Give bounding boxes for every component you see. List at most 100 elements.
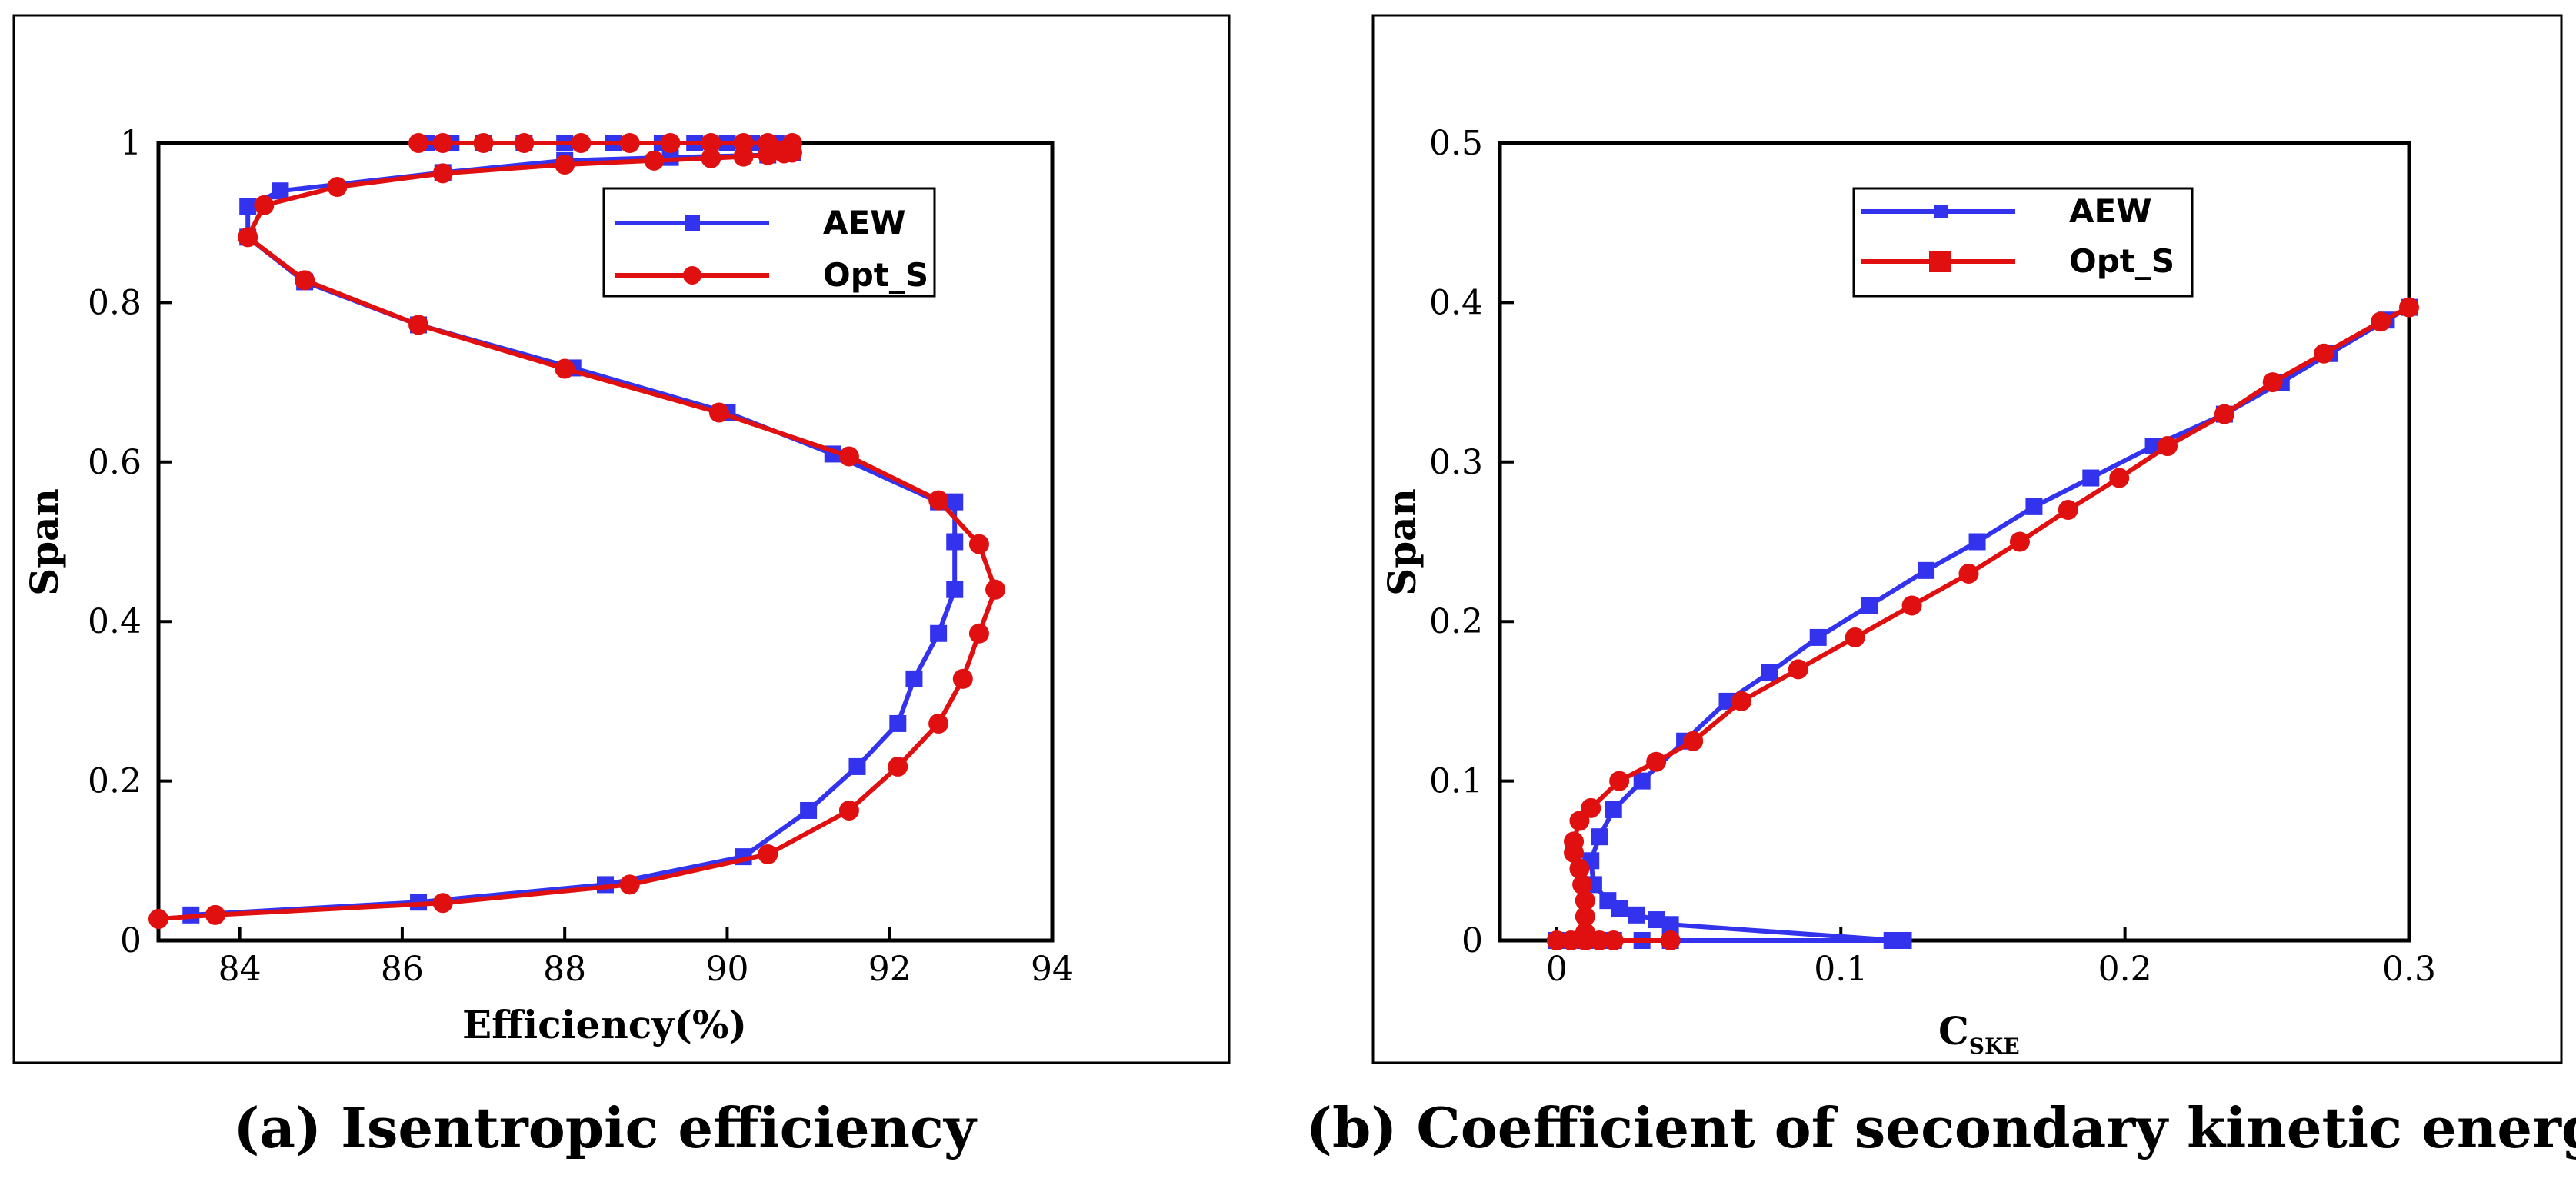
panel-b-series-opt-s-point: [1589, 930, 1610, 950]
panel-a-legend-aew-marker: [685, 215, 700, 231]
panel-a-series-opt-s-point: [327, 177, 348, 198]
panel-b-series-aew-point: [1605, 801, 1622, 818]
panel-a-series-opt-s-point: [619, 133, 640, 153]
panel-b-legend-aew-marker: [1934, 205, 1948, 218]
panel-a-xlabel: Efficiency(%): [462, 1002, 747, 1047]
panel-a-series-opt-s-point: [968, 623, 989, 644]
panel-a-series-opt-s-point: [295, 270, 315, 291]
panel-a-series-opt-s-point: [781, 133, 802, 153]
panel-b-series-opt-s-point: [1646, 751, 1667, 772]
panel-a-xtick-label: 92: [868, 950, 911, 989]
panel-a-series-opt-s-point: [432, 893, 453, 914]
panel-a-series-aew-point: [946, 493, 964, 511]
panel-a-xtick-label: 84: [218, 950, 262, 989]
caption-a: (a) Isentropic efficiency: [233, 1095, 977, 1160]
panel-a-legend-aew-label: AEW: [823, 204, 906, 241]
panel-b-ytick-label: 0.5: [1429, 124, 1483, 163]
panel-b-xtick-label: 0.1: [1814, 950, 1868, 989]
panel-a-legend-box: [602, 187, 936, 298]
panel-b-ytick-label: 0: [1461, 921, 1483, 960]
panel-a-ytick-label: 0.4: [88, 602, 142, 641]
panel-b-ytick-label: 0.2: [1429, 602, 1483, 641]
panel-a-series-opt-s-point: [432, 163, 453, 184]
panel-b-series-opt-s-point: [1564, 831, 1585, 852]
panel-b-series-opt-s-point: [2109, 468, 2130, 488]
panel-a-xtick-label: 90: [705, 950, 748, 989]
panel-a-series-opt-s-point: [148, 909, 168, 930]
panel-b-series-aew-point: [1761, 664, 1778, 681]
panel-a-series-opt-s-point: [408, 315, 429, 335]
panel-a-ytick-label: 0.8: [88, 283, 142, 322]
panel-a-series-opt-s-point: [701, 133, 721, 153]
panel-a-series-opt-s-point: [952, 668, 973, 689]
panel-a-series-opt-s-point: [888, 756, 908, 777]
panel-a-ticks: 84 86 88 90 92 94 0 0.2 0.4 0.6 0.8 1: [88, 124, 1074, 989]
panel-a-series-opt-s-point: [205, 904, 225, 925]
panel-b-ytick-label: 0.1: [1429, 762, 1483, 801]
panel-b-series-opt-s-point: [1546, 930, 1567, 950]
panel-a-series-opt-s-point: [432, 133, 453, 153]
panel-a-series-opt-s-point: [928, 490, 949, 511]
panel-a-xtick-label: 94: [1031, 950, 1074, 989]
panel-a-ytick-label: 1: [120, 124, 142, 163]
panel-a-series-opt-s-point: [408, 133, 429, 153]
panel-b-series-opt-s-point: [1581, 797, 1601, 818]
panel-b-series-opt-s-point: [1901, 595, 1922, 616]
panel-b-series-aew-point: [2082, 469, 2100, 487]
panel-a-series-opt-s-point: [985, 579, 1006, 600]
panel-b-ytick-label: 0.4: [1429, 283, 1483, 322]
panel-a-series-opt-s-point: [928, 713, 949, 734]
panel-b-series-aew-point: [1599, 892, 1617, 910]
panel-a-series-opt-s-point: [619, 874, 640, 895]
panel-a-frame: [12, 14, 1231, 1064]
panel-a-series-opt-s-point: [968, 534, 989, 554]
panel-b-series-opt-s-point: [1609, 771, 1630, 791]
panel-b-series-aew-point: [2025, 498, 2043, 515]
panel-b-frame: [1371, 14, 2563, 1064]
panel-b-legend-aew-label: AEW: [2069, 192, 2152, 230]
panel-a-series-opt-s-point: [571, 133, 592, 153]
panel-b-legend-opt-marker: [1929, 251, 1951, 272]
panel-a-series-opt-s-point: [555, 358, 575, 379]
panel-b-ytick-label: 0.3: [1429, 443, 1483, 482]
panel-b-ylabel: Span: [1379, 488, 1425, 596]
panel-b-series-aew-point: [1661, 916, 1679, 934]
panel-a-series-aew-point: [889, 714, 907, 732]
panel-a-legend: AEW Opt_S: [602, 187, 936, 298]
panel-b-xtick-label: 0.2: [2098, 950, 2152, 989]
panel-a-series-aew-point: [946, 533, 964, 551]
panel-a-series-opt-s-point: [838, 800, 859, 821]
panel-b-series: [1546, 297, 2419, 950]
panel-a-series-aew-point: [272, 182, 289, 200]
panel-b-series-opt-s-point: [1569, 858, 1590, 879]
panel-b-series-aew-point: [1861, 597, 1878, 614]
panel-b-legend-box: [1852, 187, 2194, 298]
panel-a-series-opt-s-point: [254, 195, 275, 215]
panel-a-series-opt-s-point: [758, 844, 778, 865]
panel-b-series-opt-s-point: [1660, 930, 1681, 950]
panel-a-xtick-label: 88: [543, 950, 586, 989]
panel-a-ytick-label: 0: [120, 921, 142, 960]
panel-b-series-opt-s-point: [1788, 659, 1808, 680]
panel-a-series-opt-s-point: [473, 133, 494, 153]
panel-b-series-opt-s-point: [2058, 500, 2078, 521]
panel-a-series-aew-point: [905, 670, 923, 687]
panel-a-series-opt-s-point: [758, 133, 778, 153]
panel-a-xtick-label: 86: [381, 950, 424, 989]
panel-b-series-opt-s-point: [1561, 930, 1581, 950]
panel-b-series-aew-point: [1633, 772, 1651, 790]
panel-b-xtick-label: 0.3: [2382, 950, 2436, 989]
panel-b-legend-opt-label: Opt_S: [2069, 242, 2174, 280]
panel-b-series-opt-s-point: [1575, 906, 1595, 927]
panel-b-series-opt-s-point: [1575, 930, 1595, 950]
panel-b-plot-area: [1498, 141, 2411, 943]
panel-b-series-aew-line: [1588, 305, 2411, 943]
panel-a-series-opt-s-point: [701, 148, 721, 168]
panel-b-series-aew-point: [1718, 692, 1736, 710]
panel-a-series-opt-s-point: [708, 402, 729, 423]
panel-b-xlabel: CSKE: [1938, 1008, 2020, 1059]
panel-b-series-opt-s-point: [1569, 811, 1590, 831]
panel-a-legend-opt-label: Opt_S: [823, 256, 928, 294]
panel-a-ytick-label: 0.6: [88, 443, 142, 482]
